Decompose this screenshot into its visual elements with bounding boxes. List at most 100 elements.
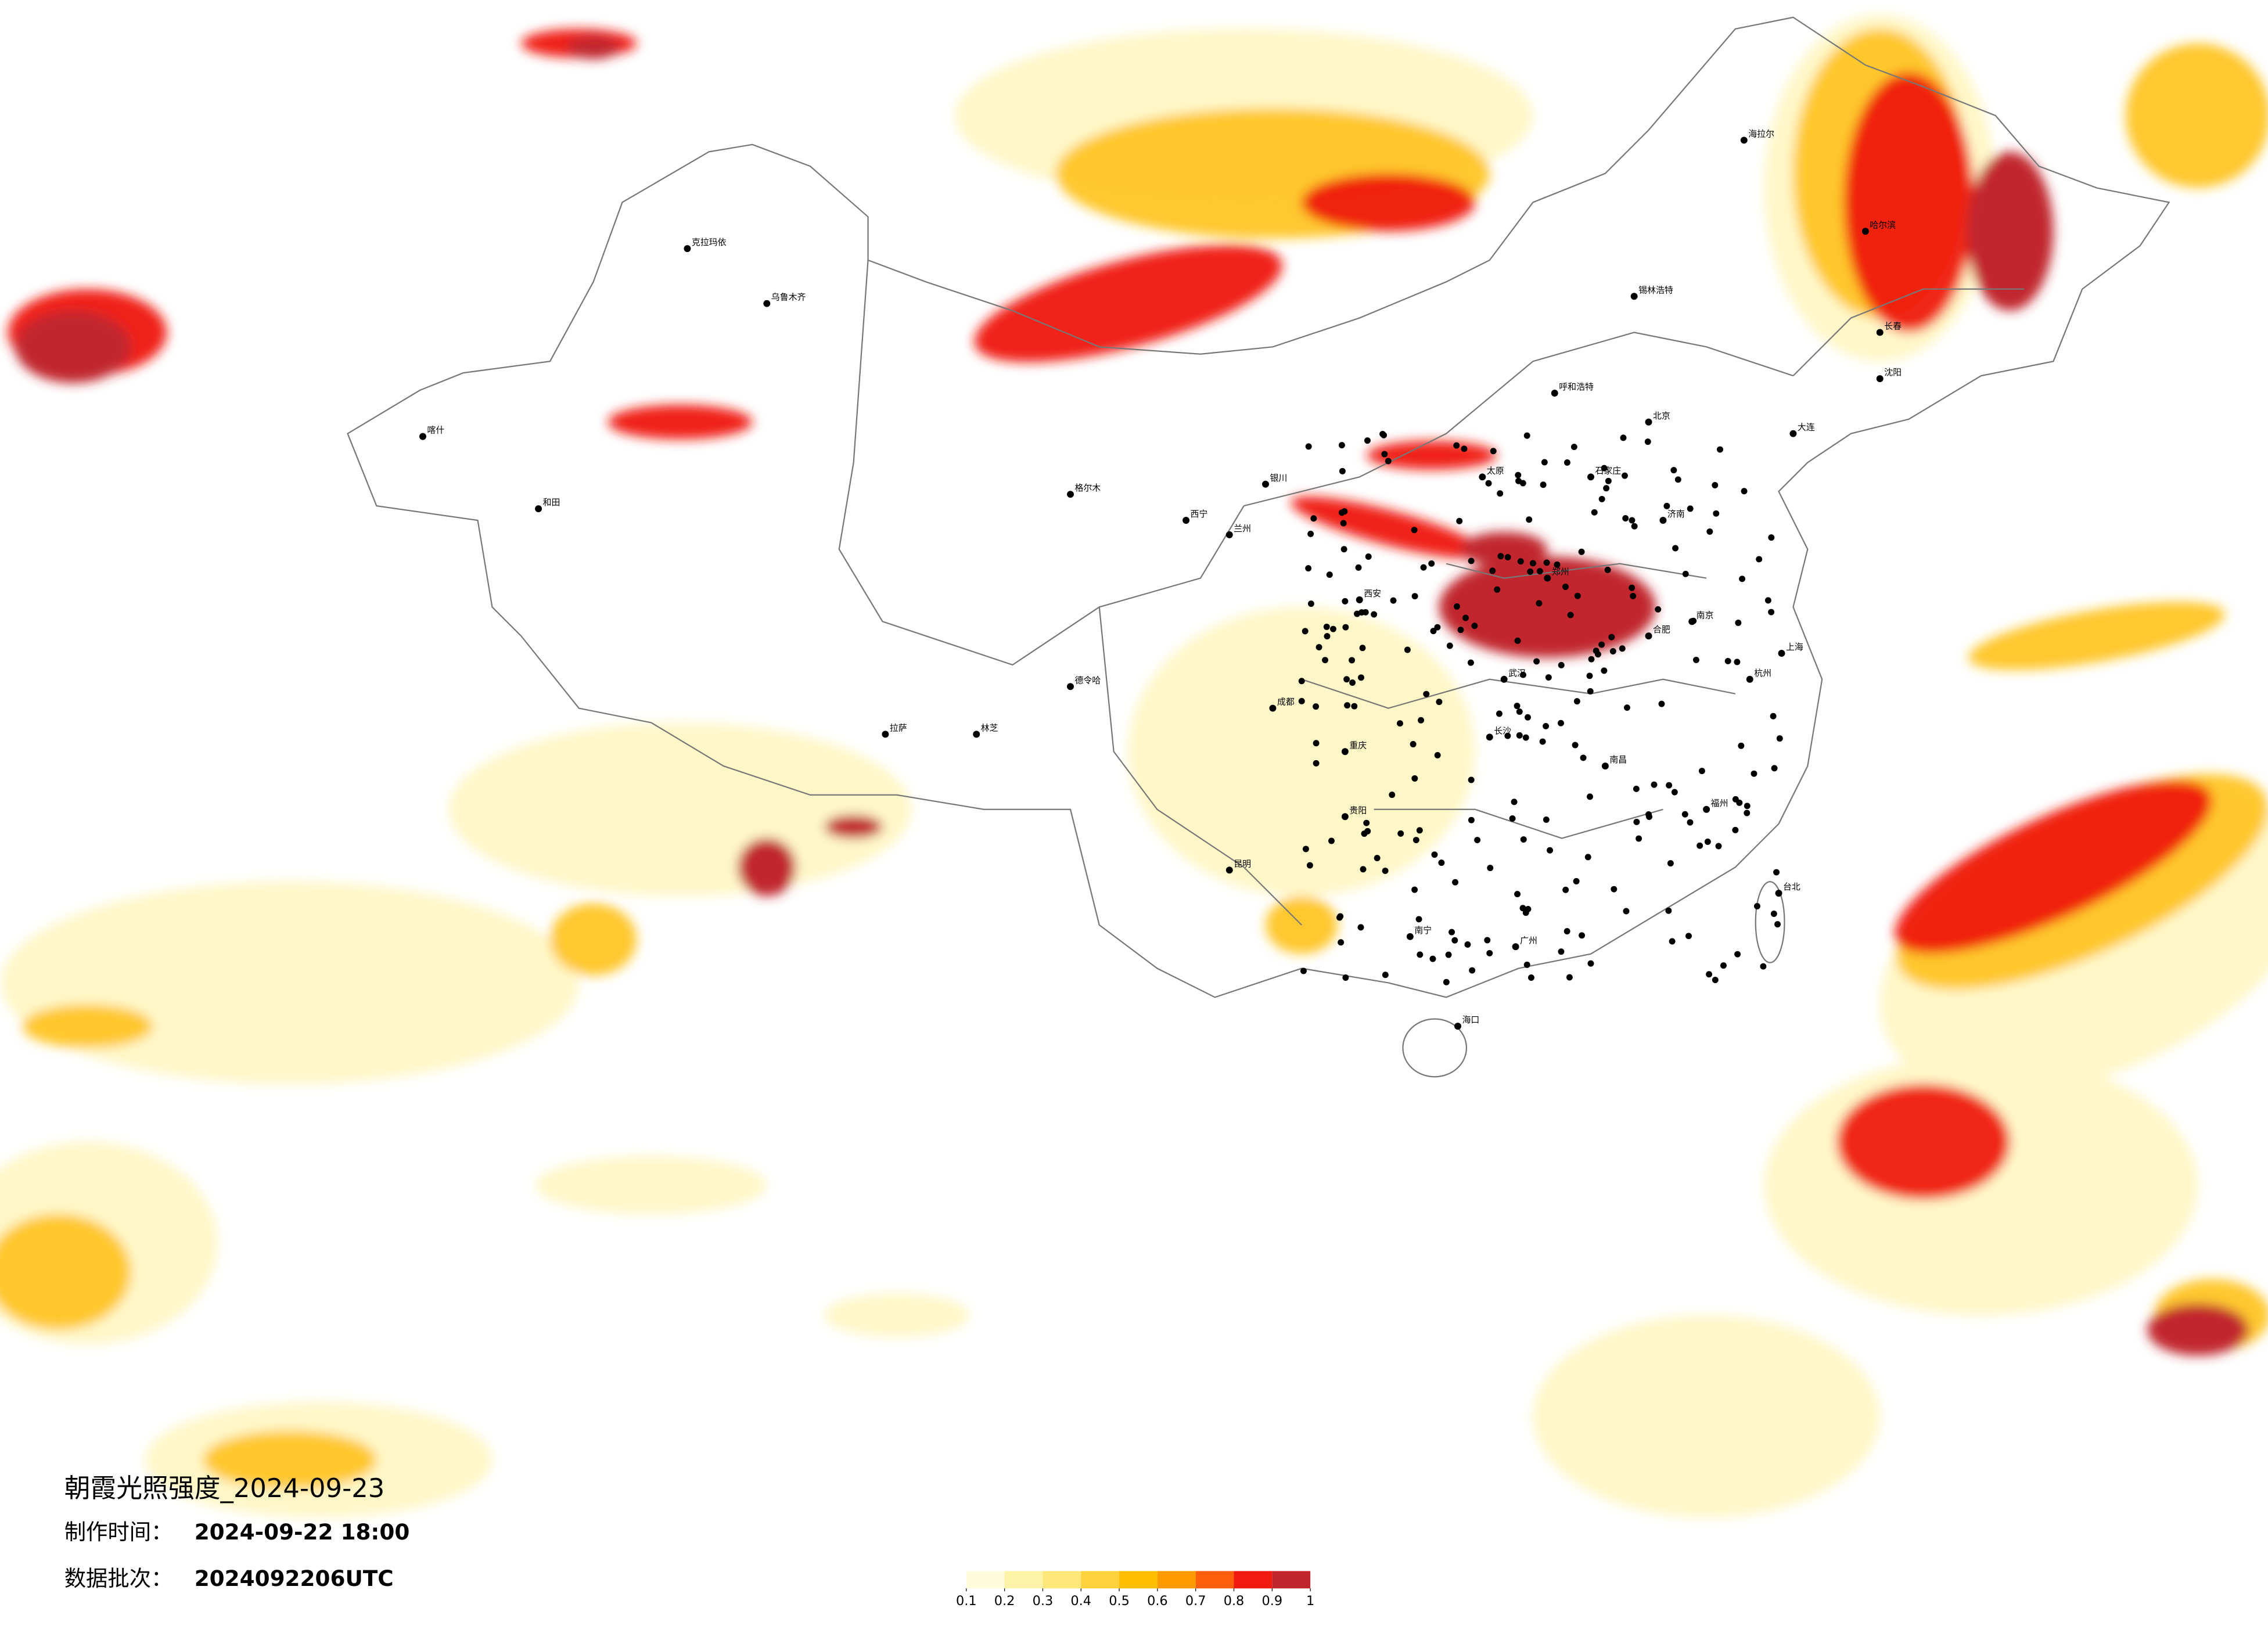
city-dot [1305,443,1312,450]
city-label: 和田 [543,497,560,508]
city-dot [1770,911,1777,917]
city-dot [1496,710,1503,717]
city-dot [1452,879,1459,886]
city-dot [1298,678,1305,685]
city-dot [1262,480,1269,488]
city-dot [1543,722,1550,729]
city-dot [1067,491,1074,498]
city-dot [1418,717,1425,724]
batch: 2024092206UTC [195,1566,394,1591]
city-dot [1446,642,1453,649]
city-dot [1524,714,1531,721]
city-dot [1382,972,1389,979]
legend-tick-label: 0.5 [1109,1593,1130,1609]
city-dot [1720,962,1727,969]
city-dot [1563,459,1570,466]
city-dot [1775,890,1782,897]
city-dot [1598,495,1605,502]
city-dot [1514,891,1521,898]
city-dot [1601,465,1608,472]
city-dot [1778,650,1785,657]
city-dot [1770,713,1777,720]
city-dot [1601,667,1608,674]
city-label: 兰州 [1234,523,1251,534]
city-dot [1342,624,1349,631]
city-label: 德令哈 [1074,675,1101,685]
city-dot [1338,442,1345,449]
batch-label: 数据批次： [64,1566,173,1591]
legend-swatch [1119,1571,1158,1589]
legend-tick-label: 0.8 [1224,1593,1245,1609]
city-dot [1351,703,1358,710]
legend-swatch [966,1571,1005,1589]
city-dot [1629,517,1636,524]
city-dot [1404,646,1411,653]
city-label: 西安 [1364,588,1381,599]
city-label: 广州 [1520,935,1537,945]
city-dot [1349,657,1356,664]
legend-tick-label: 0.3 [1033,1593,1054,1609]
city-label: 昆明 [1234,858,1251,869]
made-label: 制作时间： [64,1519,173,1545]
city-dot [1374,855,1381,862]
city-dot [763,300,771,307]
city-dot [1323,623,1330,630]
city-dot [1658,700,1665,707]
city-dot [1307,600,1314,607]
city-dot [1523,961,1530,968]
city-dot [1342,974,1349,981]
city-dot [1604,566,1611,573]
city-dot [1328,837,1335,844]
city-dot [1269,704,1277,712]
city-dot [1574,592,1581,599]
city-dot [1774,921,1781,928]
city-dot [1385,458,1392,465]
city-dot [1669,938,1676,945]
city-dot [1539,738,1546,745]
city-dot [1428,560,1435,567]
city-dot [1876,375,1884,383]
legend-swatch [1272,1571,1311,1589]
city-dot [1313,740,1320,747]
city-dot [1515,477,1522,484]
city-dot [1526,516,1533,523]
city-dot [973,731,980,738]
city-label: 济南 [1667,509,1685,519]
city-label: 银川 [1270,473,1287,483]
city-label: 太原 [1487,465,1504,476]
city-dot [1462,614,1469,621]
city-dot [1344,702,1351,709]
city-label: 呼和浩特 [1559,382,1594,392]
city-dot [1448,929,1455,936]
city-dot [1578,548,1585,555]
city-dot [1486,733,1493,741]
city-dot [1468,776,1475,783]
city-dot [1573,698,1580,705]
city-dot [1471,623,1478,629]
city-dot [1527,568,1534,575]
city-dot [1343,676,1350,683]
city-dot [1371,611,1378,618]
city-dot [1629,584,1636,591]
city-dot [1744,810,1751,816]
city-dot [1516,732,1523,739]
city-dot [1764,597,1771,604]
legend: 0.1 0.2 0.3 0.4 0.5 0.6 0.7 0.8 0.9 1 [956,1571,1314,1609]
city-dot [1562,584,1569,590]
city-label: 上海 [1786,642,1803,652]
city-dot [1861,228,1869,235]
city-dot [1593,647,1600,654]
city-dot [1584,854,1591,861]
city-dot [1417,951,1424,958]
legend-swatch [1157,1571,1196,1589]
city-dot [1732,796,1739,803]
city-dot [1566,974,1573,981]
city-dot [1706,971,1713,978]
city-dot [1601,762,1609,770]
city-dot [1724,657,1731,664]
city-dot [1740,136,1748,144]
city-label: 海口 [1462,1015,1479,1025]
city-dot [1557,720,1564,726]
city-dot [1360,866,1367,873]
